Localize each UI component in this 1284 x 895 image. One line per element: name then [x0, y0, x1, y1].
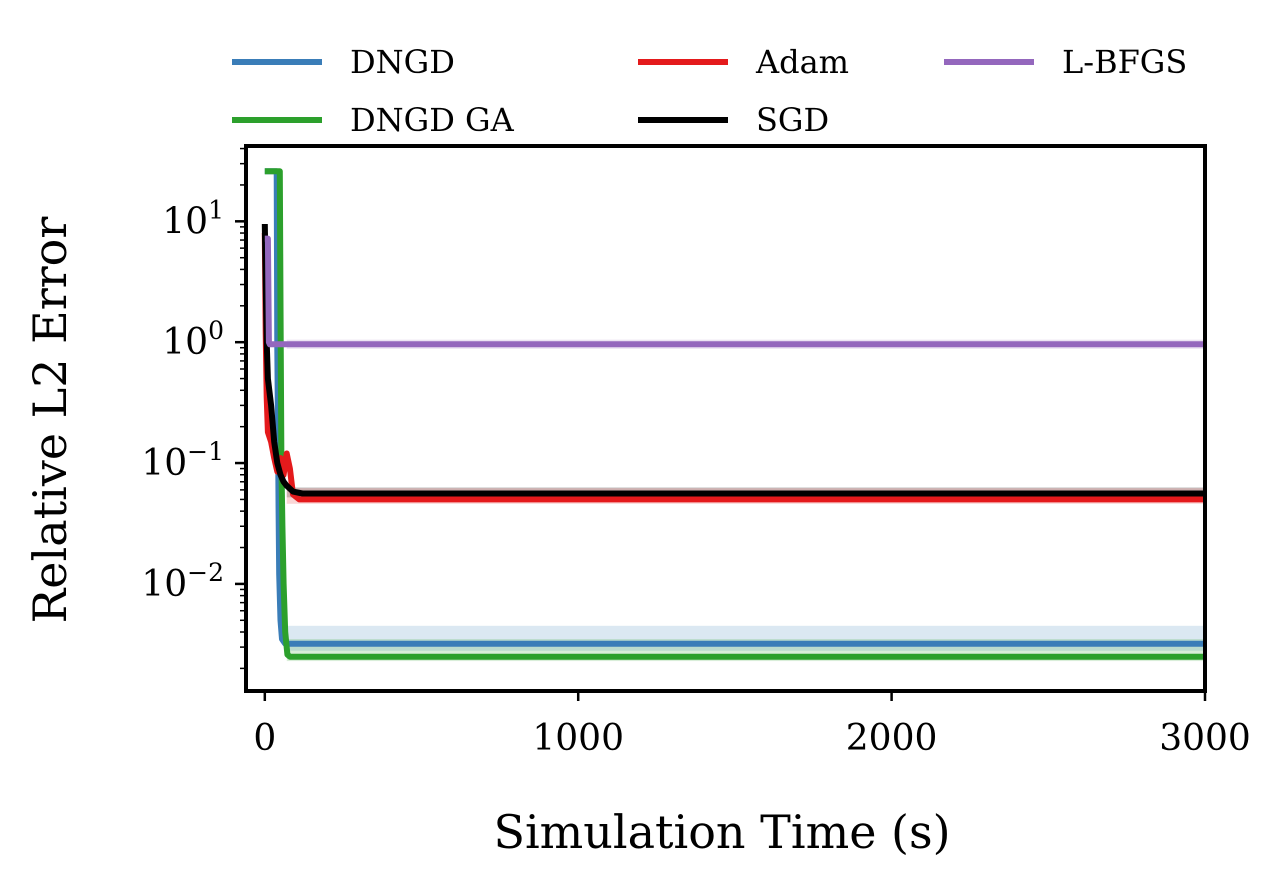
series-line-dngd: [264, 168, 1205, 647]
plot-frame: [244, 144, 1207, 693]
x-axis-ticks: 0 1000 2000 3000: [253, 691, 1251, 759]
series-lines: [261, 168, 1205, 660]
legend-label-sgd: SGD: [756, 101, 829, 139]
y-tick-label: 10−1: [141, 437, 224, 484]
y-axis-ticks: 10−2 10−1 100 101: [141, 147, 246, 670]
y-tick-label: 101: [162, 195, 224, 242]
x-tick-label: 2000: [846, 718, 938, 759]
y-axis-label: Relative L2 Error: [23, 217, 77, 624]
series-line-dngd-ga: [264, 168, 1205, 660]
legend-label-l-bfgs: L-BFGS: [1062, 43, 1187, 81]
x-tick-label: 3000: [1159, 718, 1251, 759]
series-line-sgd: [261, 223, 1205, 497]
y-tick-label: 100: [162, 316, 224, 363]
legend-label-dngd-ga: DNGD GA: [350, 101, 515, 139]
x-tick-label: 1000: [532, 718, 624, 759]
series-line-l-bfgs: [264, 235, 1205, 348]
legend: DNGD DNGD GA Adam SGD L-BFGS: [232, 43, 1187, 139]
y-tick-label: 10−2: [141, 558, 224, 605]
legend-label-dngd: DNGD: [350, 43, 455, 81]
legend-label-adam: Adam: [755, 43, 849, 81]
x-tick-label: 0: [253, 718, 276, 759]
x-axis-label: Simulation Time (s): [493, 805, 950, 859]
series-line-adam: [261, 232, 1205, 503]
